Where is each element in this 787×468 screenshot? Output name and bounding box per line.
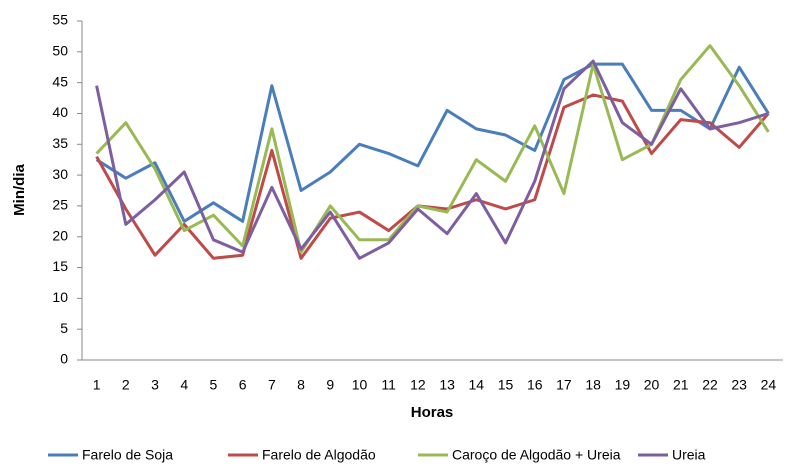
y-tick-label: 20	[52, 227, 68, 243]
x-tick-label: 12	[410, 377, 426, 393]
x-tick-label: 15	[498, 377, 514, 393]
y-tick-label: 25	[52, 197, 68, 213]
y-tick-label: 5	[60, 320, 68, 336]
series-line	[95, 62, 770, 223]
series-line	[95, 93, 770, 260]
x-tick-label: 1	[93, 377, 101, 393]
x-tick-label: 10	[352, 377, 368, 393]
x-tick-label: 20	[644, 377, 660, 393]
legend-label: Farelo de Algodão	[262, 447, 376, 463]
x-tick-label: 13	[439, 377, 455, 393]
x-tick-label: 14	[469, 377, 485, 393]
x-tick-label: 21	[673, 377, 689, 393]
y-tick-label: 0	[60, 351, 68, 367]
y-tick-label: 15	[52, 258, 68, 274]
x-tick-label: 17	[556, 377, 572, 393]
y-tick-label: 45	[52, 73, 68, 89]
x-tick-label: 19	[615, 377, 631, 393]
x-tick-label: 23	[731, 377, 747, 393]
series-line	[95, 59, 769, 260]
x-tick-label: 4	[180, 377, 188, 393]
legend-label: Caroço de Algodão + Ureia	[452, 447, 621, 463]
x-tick-label: 9	[326, 377, 334, 393]
x-tick-label: 18	[585, 377, 601, 393]
x-tick-label: 16	[527, 377, 543, 393]
x-tick-label: 5	[210, 377, 218, 393]
legend-label: Ureia	[672, 447, 706, 463]
y-tick-label: 40	[52, 104, 68, 120]
y-tick-label: 35	[52, 135, 68, 151]
x-tick-label: 22	[702, 377, 718, 393]
y-tick-label: 30	[52, 166, 68, 182]
y-axis-title: Min/dia	[11, 164, 28, 216]
x-tick-label: 8	[297, 377, 305, 393]
x-tick-label: 11	[381, 377, 396, 393]
legend-label: Farelo de Soja	[82, 447, 173, 463]
x-tick-label: 3	[151, 377, 159, 393]
x-tick-label: 7	[268, 377, 276, 393]
y-tick-label: 55	[52, 12, 68, 28]
x-tick-label: 6	[239, 377, 247, 393]
y-tick-label: 10	[52, 289, 68, 305]
x-axis-title: Horas	[411, 404, 454, 421]
y-tick-label: 50	[52, 43, 68, 59]
x-tick-label: 24	[761, 377, 777, 393]
x-tick-label: 2	[122, 377, 130, 393]
